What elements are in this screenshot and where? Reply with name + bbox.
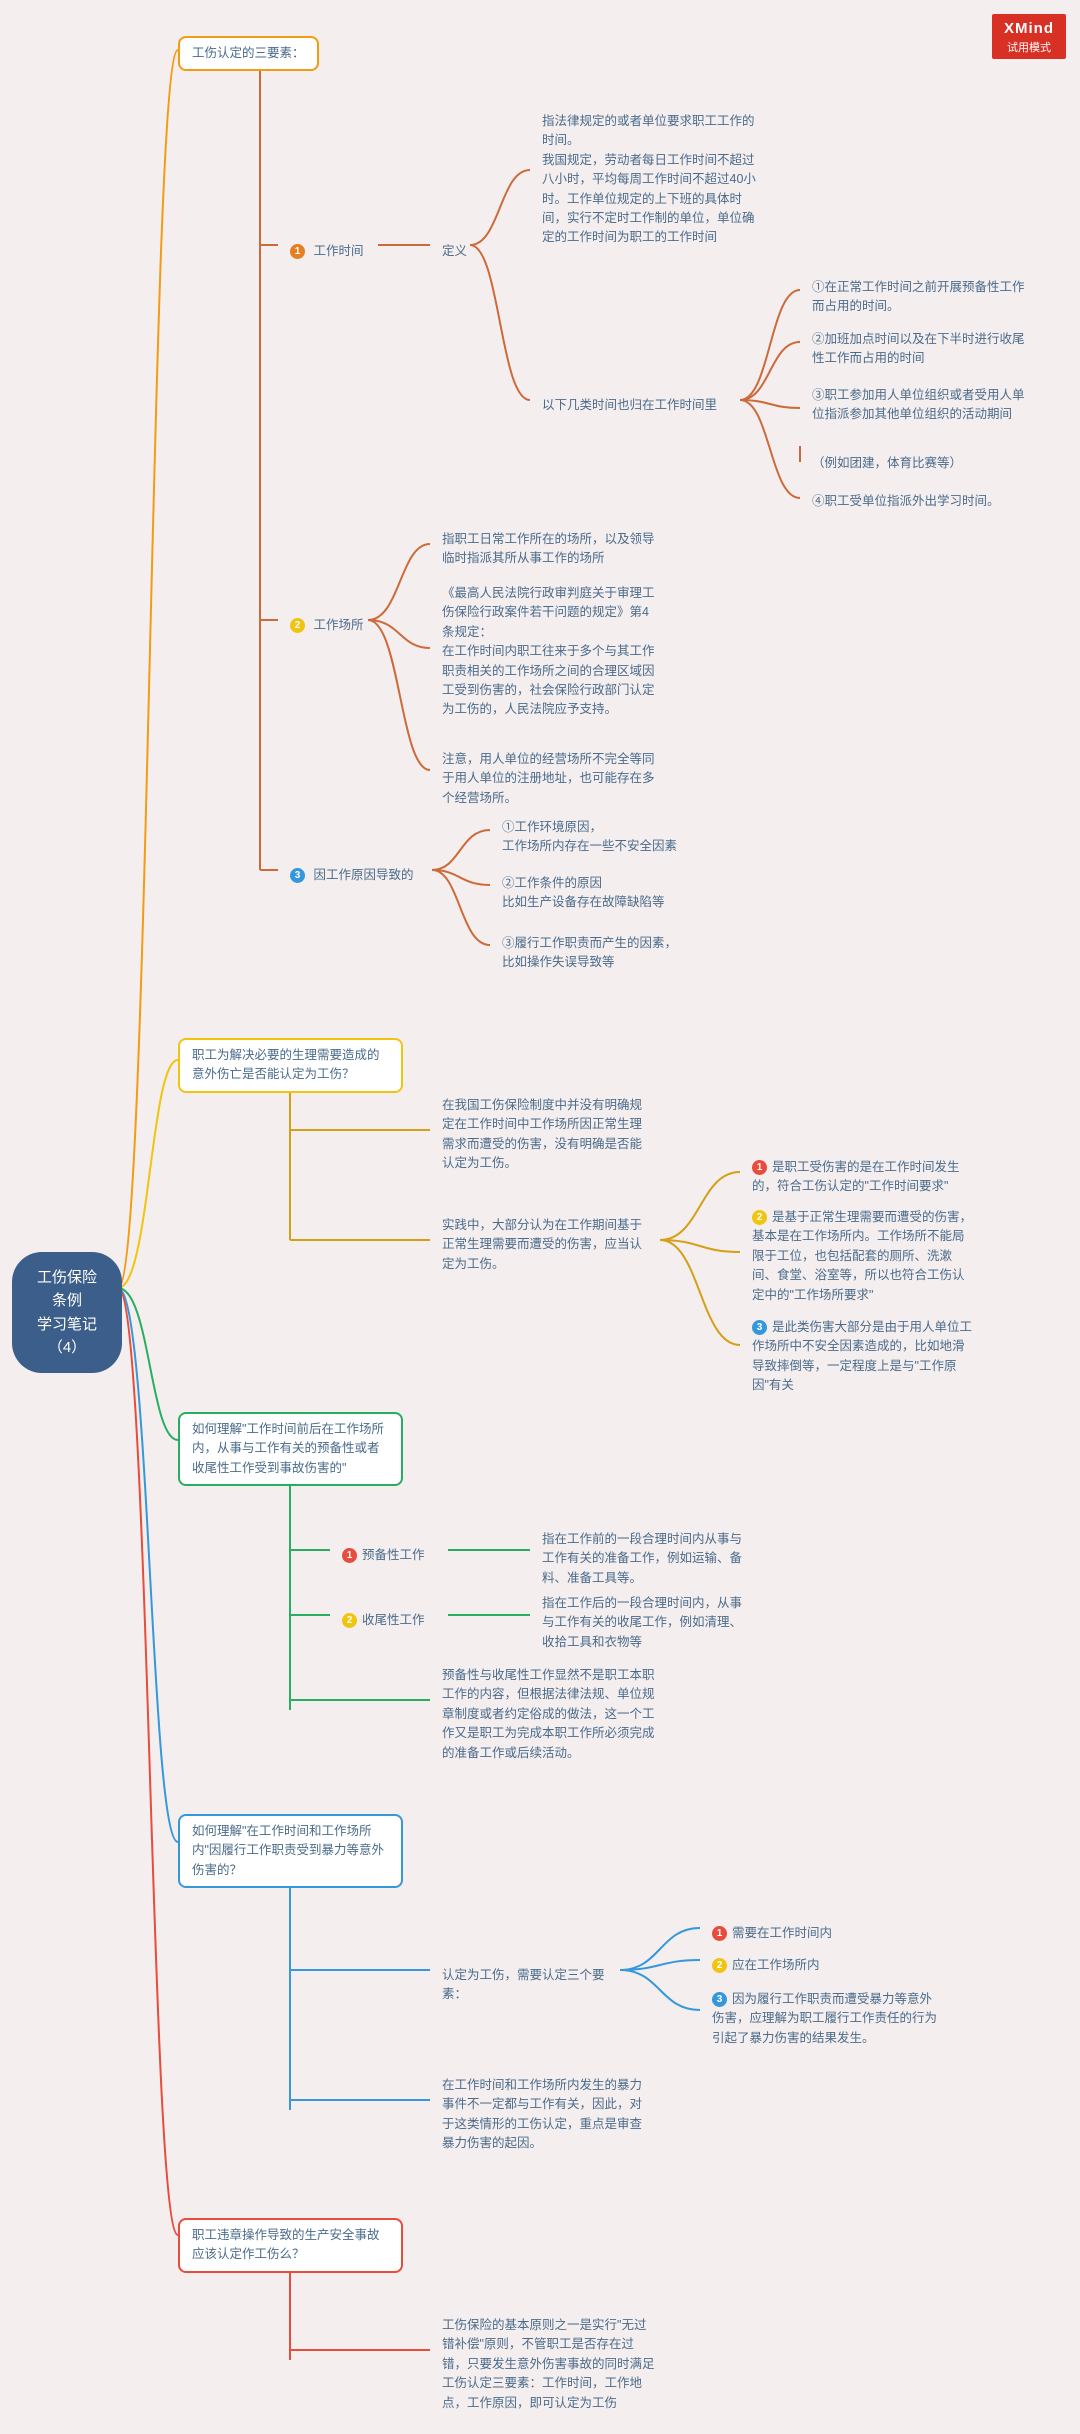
s1-1-def-label[interactable]: 定义 (430, 236, 479, 267)
s1-2[interactable]: 2 工作场所 (278, 610, 376, 641)
s1-1-def2-b: ②加班加点时间以及在下半时进行收尾性工作而占用的时间 (800, 324, 1045, 375)
s1-3b: ②工作条件的原因比如生产设备存在故障缺陷等 (490, 868, 710, 919)
s2-b2: 2是基于正常生理需要而遭受的伤害，基本是在工作场所内。工作场所不能局限于工位，也… (740, 1202, 985, 1311)
num-icon: 1 (290, 244, 305, 259)
s3-2-text: 指在工作后的一段合理时间内，从事与工作有关的收尾工作，例如清理、收拾工具和衣物等 (530, 1588, 760, 1658)
s5-title[interactable]: 职工违章操作导致的生产安全事故应该认定作工伤么？ (178, 2218, 403, 2273)
s1-3-label: 因工作原因导致的 (313, 868, 413, 882)
s2-b: 实践中，大部分认为在工作期间基于正常生理需要而遭受的伤害，应当认定为工伤。 (430, 1210, 660, 1280)
xmind-badge: XMind 试用模式 (992, 14, 1066, 59)
s1-1-def2-c: ③职工参加用人单位组织或者受用人单位指派参加其他单位组织的活动期间 (800, 380, 1045, 431)
s3-title-text: 如何理解"工作时间前后在工作场所内，从事与工作有关的预备性或者收尾性工作受到事故… (192, 1422, 384, 1475)
num-icon: 1 (342, 1548, 357, 1563)
s1-3c: ③履行工作职责而产生的因素，比如操作失误导致等 (490, 928, 710, 979)
s1-1-label: 工作时间 (313, 244, 363, 258)
s1-1[interactable]: 1 工作时间 (278, 236, 376, 267)
s4-title-text: 如何理解"在工作时间和工作场所内"因履行工作职责受到暴力等意外伤害的？ (192, 1824, 384, 1877)
s1-1-def2-c2: （例如团建，体育比赛等） (800, 448, 1045, 479)
s3-c: 预备性与收尾性工作显然不是职工本职工作的内容，但根据法律法规、单位规章制度或者约… (430, 1660, 670, 1769)
s2-b3: 3是此类伤害大部分是由于用人单位工作场所中不安全因素造成的，比如地滑导致摔倒等，… (740, 1312, 985, 1402)
s1-1-def1: 指法律规定的或者单位要求职工工作的时间。我国规定，劳动者每日工作时间不超过八小时… (530, 106, 770, 254)
num-icon: 3 (752, 1320, 767, 1335)
badge-title: XMind (1004, 20, 1054, 37)
num-icon: 3 (290, 868, 305, 883)
s4-a2: 2应在工作场所内 (700, 1950, 940, 1981)
s1-2c: 注意，用人单位的经营场所不完全等同于用人单位的注册地址，也可能存在多个经营场所。 (430, 744, 670, 814)
s2-b1: 1是职工受伤害的是在工作时间发生的，符合工伤认定的"工作时间要求" (740, 1152, 985, 1203)
s1-2-label: 工作场所 (313, 618, 363, 632)
s4-a: 认定为工伤，需要认定三个要素： (430, 1960, 620, 2011)
num-icon: 1 (752, 1160, 767, 1175)
s1-2b: 《最高人民法院行政审判庭关于审理工伤保险行政案件若干问题的规定》第4条规定：在工… (430, 578, 670, 726)
s3-2[interactable]: 2收尾性工作 (330, 1605, 437, 1636)
s3-1-text: 指在工作前的一段合理时间内从事与工作有关的准备工作，例如运输、备料、准备工具等。 (530, 1524, 760, 1594)
s5-a: 工伤保险的基本原则之一是实行"无过错补偿"原则，不管职工是否存在过错，只要发生意… (430, 2310, 670, 2419)
s1-3[interactable]: 3 因工作原因导致的 (278, 860, 426, 891)
badge-sub: 试用模式 (1004, 39, 1054, 55)
s4-a1: 1需要在工作时间内 (700, 1918, 940, 1949)
s1-title[interactable]: 工伤认定的三要素： (178, 36, 319, 71)
root-text: 工伤保险条例学习笔记（4） (37, 1269, 97, 1356)
s3-1[interactable]: 1预备性工作 (330, 1540, 437, 1571)
root-node[interactable]: 工伤保险条例学习笔记（4） (12, 1252, 122, 1373)
s1-2a: 指职工日常工作所在的场所，以及领导临时指派其所从事工作的场所 (430, 524, 670, 575)
s4-title[interactable]: 如何理解"在工作时间和工作场所内"因履行工作职责受到暴力等意外伤害的？ (178, 1814, 403, 1888)
s1-1-def2-d: ④职工受单位指派外出学习时间。 (800, 486, 1045, 517)
num-icon: 2 (712, 1958, 727, 1973)
s3-title[interactable]: 如何理解"工作时间前后在工作场所内，从事与工作有关的预备性或者收尾性工作受到事故… (178, 1412, 403, 1486)
s4-b: 在工作时间和工作场所内发生的暴力事件不一定都与工作有关，因此，对于这类情形的工伤… (430, 2070, 660, 2160)
num-icon: 2 (752, 1210, 767, 1225)
num-icon: 2 (342, 1613, 357, 1628)
s1-title-text: 工伤认定的三要素： (192, 46, 305, 60)
s4-a3: 3因为履行工作职责而遭受暴力等意外伤害，应理解为职工履行工作责任的行为引起了暴力… (700, 1984, 950, 2054)
num-icon: 3 (712, 1992, 727, 2007)
s1-1-def2-a: ①在正常工作时间之前开展预备性工作而占用的时间。 (800, 272, 1045, 323)
s1-3a: ①工作环境原因，工作场所内存在一些不安全因素 (490, 812, 710, 863)
s2-title[interactable]: 职工为解决必要的生理需要造成的意外伤亡是否能认定为工伤？ (178, 1038, 403, 1093)
s2-title-text: 职工为解决必要的生理需要造成的意外伤亡是否能认定为工伤？ (192, 1048, 380, 1081)
s2-a: 在我国工伤保险制度中并没有明确规定在工作时间中工作场所因正常生理需求而遭受的伤害… (430, 1090, 660, 1180)
num-icon: 1 (712, 1926, 727, 1941)
s1-1-def2-label: 以下几类时间也归在工作时间里 (530, 390, 740, 421)
num-icon: 2 (290, 618, 305, 633)
s5-title-text: 职工违章操作导致的生产安全事故应该认定作工伤么？ (192, 2228, 380, 2261)
